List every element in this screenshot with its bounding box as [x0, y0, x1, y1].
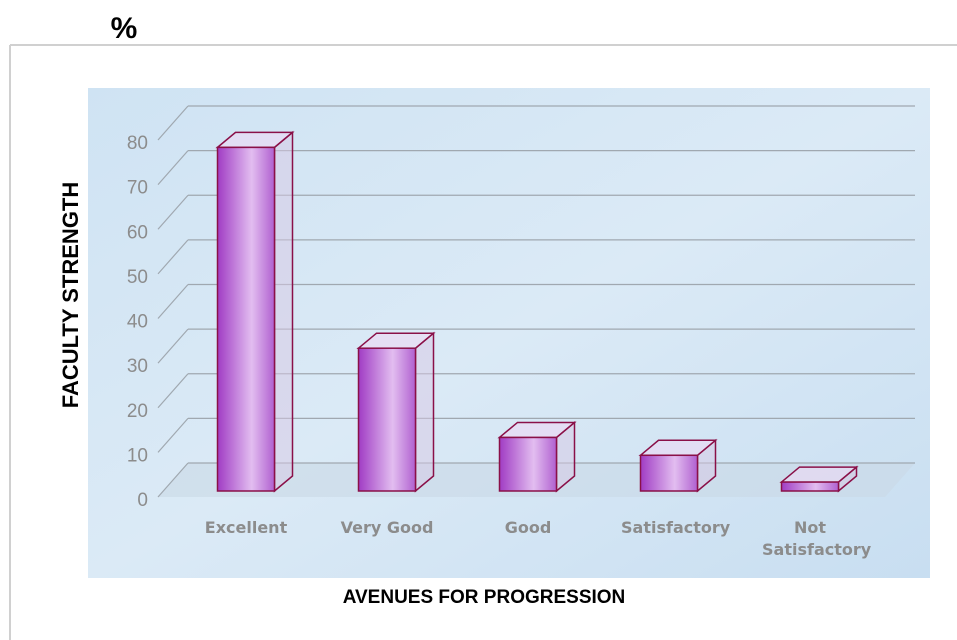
bar — [356, 331, 436, 493]
x-tick-label: Good — [504, 518, 552, 537]
grid-line — [157, 284, 189, 319]
y-axis-label: FACULTY STRENGTH — [58, 182, 83, 409]
bar-side — [273, 130, 294, 493]
x-tick-label: Excellent — [204, 518, 288, 537]
grid-line — [157, 417, 189, 453]
x-tick-label: Not Satisfactory — [762, 518, 872, 559]
bar-front — [639, 454, 699, 492]
bar-front — [780, 481, 840, 492]
bar — [779, 465, 859, 493]
grid-line — [157, 105, 189, 141]
x-tick-label-box: Excellent — [204, 518, 288, 537]
bar — [638, 438, 718, 493]
x-tick-label-box: Satisfactory — [621, 518, 731, 537]
chart-title: % — [111, 12, 138, 45]
bar — [215, 130, 295, 493]
grid-line — [157, 373, 189, 409]
y-tick-label: 80 — [127, 133, 148, 154]
x-tick-label: Very Good — [340, 518, 434, 537]
grid-line — [157, 150, 189, 186]
x-axis-label: AVENUES FOR PROGRESSION — [343, 587, 626, 608]
x-tick-label-box: Good — [504, 518, 552, 537]
y-tick-label: 40 — [127, 312, 148, 333]
y-tick-label: 60 — [127, 222, 148, 243]
y-tick-label: 20 — [127, 401, 148, 422]
y-tick-label: 30 — [127, 356, 148, 377]
x-tick-label-box: Not Satisfactory — [762, 518, 872, 559]
x-tick-label-box: Very Good — [340, 518, 434, 537]
bar-side — [414, 331, 435, 493]
grid-line — [157, 194, 189, 230]
y-tick-label: 0 — [137, 490, 148, 511]
x-tick-label: Satisfactory — [621, 518, 731, 537]
grid-line — [157, 239, 189, 275]
grid-line — [157, 328, 189, 364]
plot-background — [88, 88, 930, 578]
grid-line — [157, 462, 189, 498]
bar-front — [216, 146, 276, 492]
y-tick-label: 50 — [127, 267, 148, 288]
bar — [497, 420, 577, 493]
bar-front — [357, 347, 417, 492]
y-tick-label: 70 — [127, 178, 148, 199]
bar-front — [498, 436, 558, 492]
y-tick-label: 10 — [127, 445, 148, 466]
